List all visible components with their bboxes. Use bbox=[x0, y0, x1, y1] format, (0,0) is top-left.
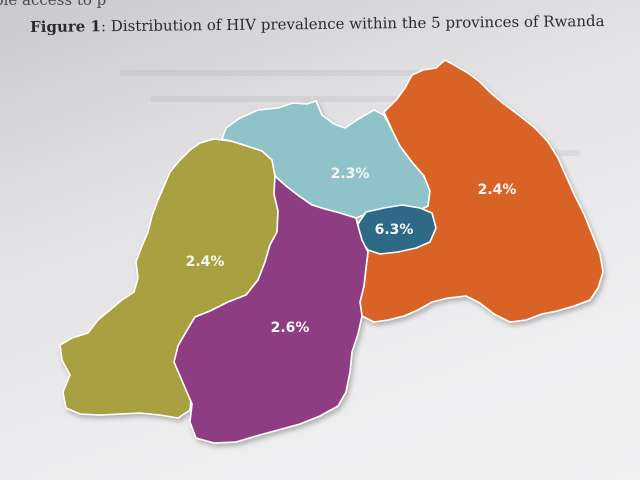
province-kigali-value: 6.3% bbox=[375, 222, 414, 238]
show-through-line bbox=[120, 70, 420, 76]
page-text-fragment: ple access to p bbox=[0, 0, 107, 9]
province-south-value: 2.6% bbox=[271, 320, 310, 336]
show-through-line bbox=[150, 96, 410, 102]
province-west-value: 2.4% bbox=[186, 254, 225, 270]
province-south bbox=[173, 175, 369, 444]
province-north-value: 2.3% bbox=[331, 166, 370, 182]
province-east-value: 2.4% bbox=[478, 182, 517, 198]
